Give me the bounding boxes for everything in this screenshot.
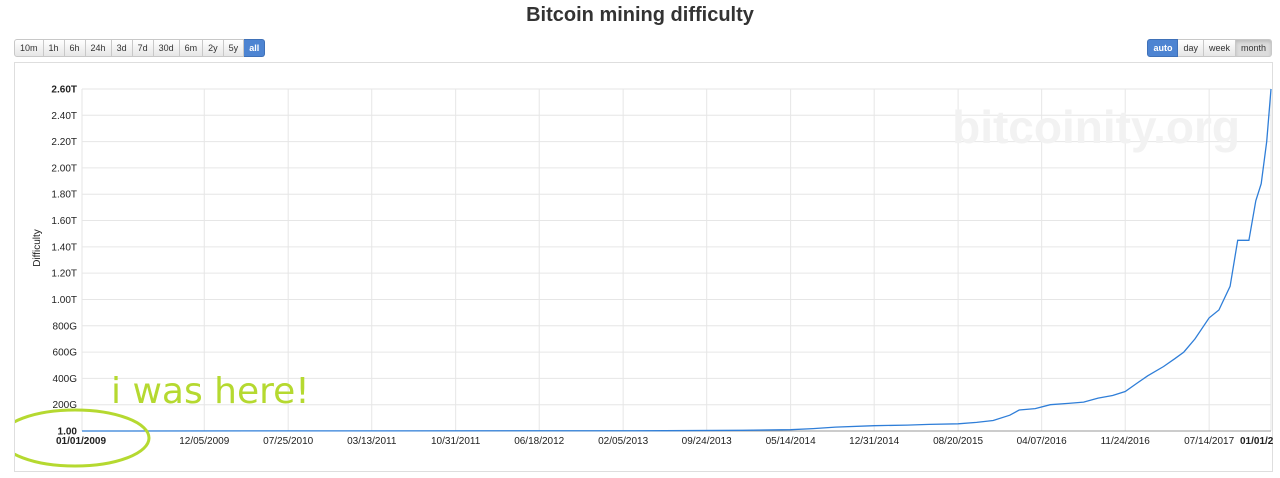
range-button-2y[interactable]: 2y: [203, 39, 224, 57]
y-tick-label: 1.60T: [51, 216, 77, 227]
range-button-6m[interactable]: 6m: [179, 39, 204, 57]
x-tick-label: 05/14/2014: [766, 436, 816, 447]
range-button-7d[interactable]: 7d: [132, 39, 154, 57]
x-tick-label: 08/20/2015: [933, 436, 983, 447]
x-tick-label: 06/18/2012: [514, 436, 564, 447]
x-tick-label: 12/05/2009: [179, 436, 229, 447]
x-tick-label: 02/05/2013: [598, 436, 648, 447]
annotation-circle: [15, 408, 151, 468]
x-tick-label: 09/24/2013: [682, 436, 732, 447]
x-tick-label: 10/31/2011: [431, 436, 481, 447]
y-tick-label: 1.00T: [51, 295, 77, 306]
range-button-3d[interactable]: 3d: [111, 39, 133, 57]
y-tick-label: 2.60T: [51, 85, 77, 96]
range-button-all[interactable]: all: [244, 39, 266, 57]
x-tick-label: 12/31/2014: [849, 436, 899, 447]
range-button-10m[interactable]: 10m: [14, 39, 44, 57]
x-tick-label: 07/14/2017: [1184, 436, 1234, 447]
range-button-30d[interactable]: 30d: [153, 39, 180, 57]
range-button-24h[interactable]: 24h: [85, 39, 112, 57]
series-line: [81, 88, 1272, 432]
y-axis: 1.00 200G 400G 600G 800G 1.00T 1.20T 1.40T 1.60T…: [51, 85, 77, 438]
x-tick-label: 01/01/2: [1240, 436, 1274, 447]
interval-button-auto[interactable]: auto: [1147, 39, 1179, 57]
interval-button-group: auto day week month: [1147, 39, 1272, 57]
y-tick-label: 600G: [53, 348, 78, 359]
y-tick-label: 2.20T: [51, 137, 77, 148]
y-tick-label: 200G: [53, 400, 78, 411]
range-button-1h[interactable]: 1h: [43, 39, 65, 57]
y-tick-label: 1.40T: [51, 242, 77, 253]
y-tick-label: 800G: [53, 321, 78, 332]
y-tick-label: 1.80T: [51, 190, 77, 201]
y-tick-label: 2.40T: [51, 111, 77, 122]
x-tick-label: 04/07/2016: [1017, 436, 1067, 447]
x-tick-label: 03/13/2011: [347, 436, 397, 447]
y-tick-label: 1.00: [58, 427, 78, 438]
range-button-6h[interactable]: 6h: [64, 39, 86, 57]
interval-button-week[interactable]: week: [1203, 39, 1236, 57]
x-axis: 01/01/2009 12/05/2009 07/25/2010 03/13/2011…: [56, 436, 1274, 447]
y-axis-label: Difficulty: [32, 229, 43, 267]
chart-frame: bitcoinity.org 1.00 200G 400G 600G 800G 1.00T…: [14, 62, 1274, 472]
x-tick-label: 01/01/2009: [56, 436, 106, 447]
interval-button-day[interactable]: day: [1178, 39, 1204, 57]
y-tick-label: 400G: [53, 374, 78, 385]
range-button-group: 10m 1h 6h 24h 3d 7d 30d 6m 2y 5y all: [14, 39, 266, 57]
y-tick-label: 1.20T: [51, 269, 77, 280]
chart-title: Bitcoin mining difficulty: [526, 4, 754, 26]
x-tick-label: 11/24/2016: [1101, 436, 1151, 447]
range-button-5y[interactable]: 5y: [223, 39, 245, 57]
x-tick-label: 07/25/2010: [263, 436, 313, 447]
y-tick-label: 2.00T: [51, 163, 77, 174]
difficulty-chart: bitcoinity.org 1.00 200G 400G 600G 800G 1.00T…: [15, 85, 1274, 468]
grid: [81, 88, 1272, 432]
annotation-text: i was here!: [111, 371, 310, 412]
interval-button-month[interactable]: month: [1235, 39, 1272, 57]
watermark: bitcoinity.org: [952, 101, 1240, 153]
